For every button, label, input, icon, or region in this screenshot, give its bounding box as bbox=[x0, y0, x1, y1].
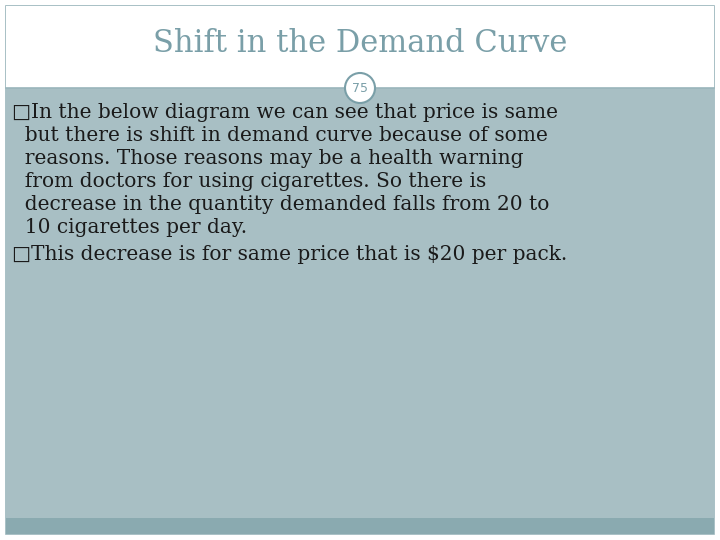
FancyBboxPatch shape bbox=[6, 88, 714, 518]
Text: reasons. Those reasons may be a health warning: reasons. Those reasons may be a health w… bbox=[12, 149, 523, 168]
Text: decrease in the quantity demanded falls from 20 to: decrease in the quantity demanded falls … bbox=[12, 195, 549, 214]
Text: Shift in the Demand Curve: Shift in the Demand Curve bbox=[153, 29, 567, 59]
Text: but there is shift in demand curve because of some: but there is shift in demand curve becau… bbox=[12, 126, 548, 145]
Text: 75: 75 bbox=[352, 82, 368, 95]
FancyBboxPatch shape bbox=[6, 518, 714, 534]
FancyBboxPatch shape bbox=[6, 6, 714, 534]
Text: from doctors for using cigarettes. So there is: from doctors for using cigarettes. So th… bbox=[12, 172, 486, 191]
FancyBboxPatch shape bbox=[6, 6, 714, 90]
Text: 10 cigarettes per day.: 10 cigarettes per day. bbox=[12, 218, 247, 237]
Text: □In the below diagram we can see that price is same: □In the below diagram we can see that pr… bbox=[12, 103, 558, 122]
Circle shape bbox=[345, 73, 375, 103]
Text: □This decrease is for same price that is $20 per pack.: □This decrease is for same price that is… bbox=[12, 245, 567, 264]
